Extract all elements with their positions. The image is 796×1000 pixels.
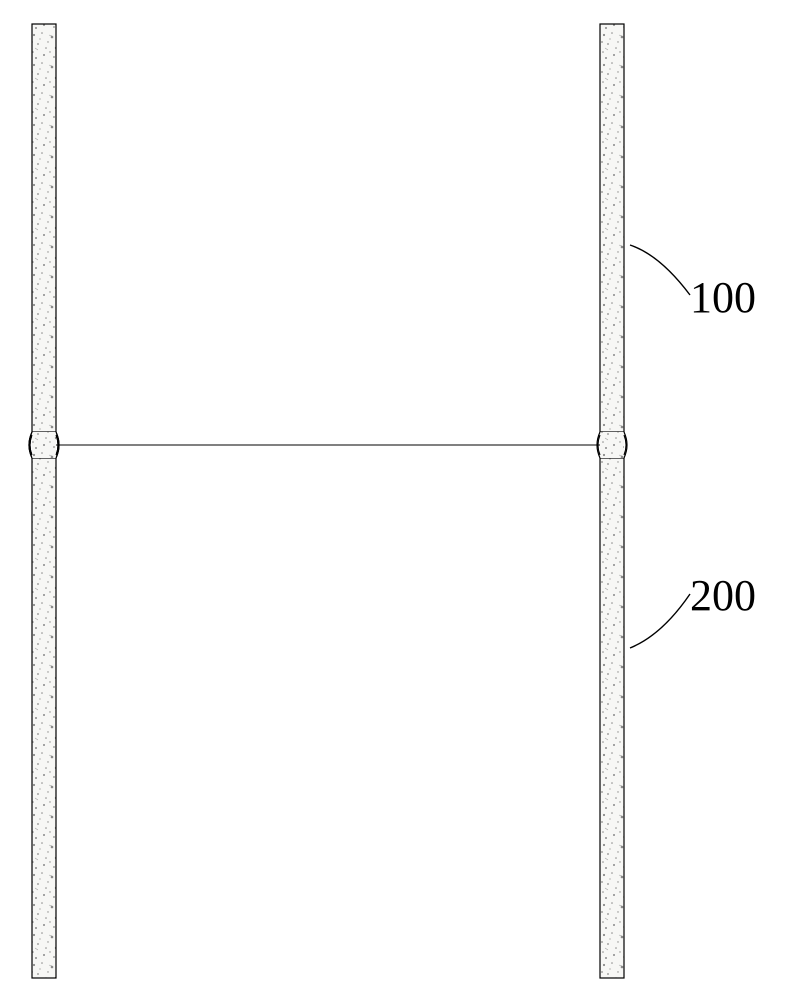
weld-right-outer (624, 432, 627, 458)
diagram-svg (0, 0, 796, 1000)
weld-left-outer-2 (29, 432, 32, 458)
lower-right-wall (600, 458, 624, 978)
upper-left-wall (32, 24, 56, 432)
figure-container: 100 200 (0, 0, 796, 1000)
lower-left-wall (32, 458, 56, 978)
leader-label-100 (630, 245, 690, 295)
callout-label-200: 200 (690, 570, 756, 621)
upper-right-wall (600, 24, 624, 432)
weld-right-fill (600, 432, 624, 458)
leader-label-200 (630, 594, 690, 648)
callout-label-100: 100 (690, 272, 756, 323)
weld-left-fill (32, 432, 56, 458)
